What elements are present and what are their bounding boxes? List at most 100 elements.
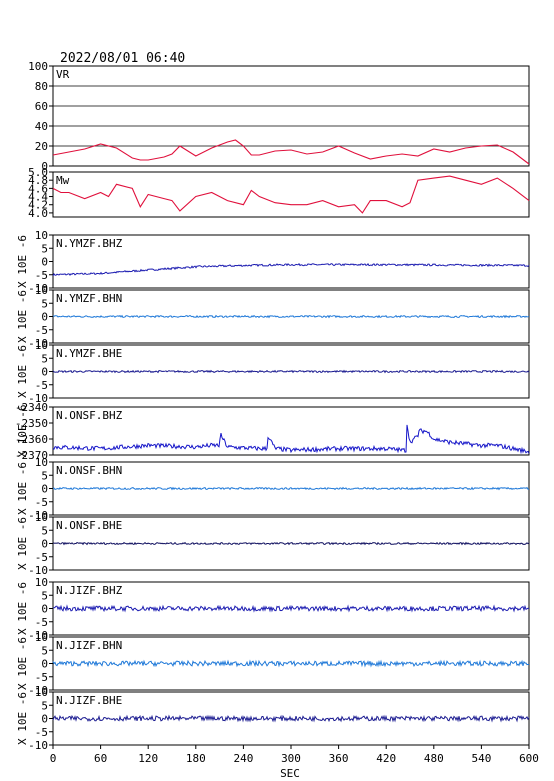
y-tick-label: 4.4 xyxy=(28,191,48,204)
y-tick-label: 60 xyxy=(35,100,48,113)
y-tick-label: 0 xyxy=(41,483,48,496)
series-line xyxy=(52,486,529,491)
panel-mw: 4.04.24.44.64.85.0 Mw xyxy=(28,166,530,220)
series-line xyxy=(52,175,530,214)
y-tick-label: 0 xyxy=(41,658,48,671)
series-line xyxy=(53,604,530,613)
x-tick-label: 240 xyxy=(233,752,253,765)
panel-title: N.JIZF.BHZ xyxy=(56,584,123,597)
panel-title: N.ONSF.BHE xyxy=(56,519,122,532)
series-line xyxy=(52,314,530,319)
y-tick-label: 10 xyxy=(35,229,48,242)
y-tick-label: 20 xyxy=(35,140,48,153)
series-line xyxy=(52,541,530,546)
y-tick-label: -10 xyxy=(28,337,48,350)
y-unit-label: X 10E -6 xyxy=(16,345,29,398)
y-tick-label: 5.0 xyxy=(28,166,48,179)
panel-title: N.YMZF.BHE xyxy=(56,347,122,360)
y-tick-label: -5 xyxy=(35,726,48,739)
y-tick-label: -5 xyxy=(35,551,48,564)
y-tick-label: -10 xyxy=(28,739,48,752)
y-tick-label: -5 xyxy=(35,379,48,392)
panel-frame xyxy=(52,234,530,289)
y-tick-label: 4.6 xyxy=(28,182,48,195)
x-tick-label: 600 xyxy=(519,752,539,765)
y-tick-label: 10 xyxy=(35,284,48,297)
panel-title: N.ONSF.BHN xyxy=(56,464,122,477)
panel-title: Mw xyxy=(56,174,70,187)
y-unit-label: X 10E -6 xyxy=(16,235,29,288)
y-unit-label: X 10E -6 xyxy=(16,517,29,570)
panel-title: N.JIZF.BHN xyxy=(56,639,122,652)
x-tick-label: 120 xyxy=(138,752,158,765)
panel-n-onsf-bhz: -2370 -2360 -2350 -2340 N.ONSF.BHZ X 10E -6 xyxy=(15,401,530,462)
y-tick-label: 5 xyxy=(41,699,48,712)
series-line xyxy=(52,369,530,374)
panel-vr: 0 20 40 60 80 100 VR xyxy=(28,60,530,173)
y-tick-label: 10 xyxy=(35,576,48,589)
panel-title: N.JIZF.BHE xyxy=(56,694,122,707)
panel-title: N.ONSF.BHZ xyxy=(56,409,123,422)
y-unit-label: X 10E -6 xyxy=(16,290,29,343)
y-tick-label: 10 xyxy=(35,339,48,352)
x-tick-label: 300 xyxy=(281,752,301,765)
y-unit-label: X 10E -6 xyxy=(16,692,29,745)
y-tick-label: -10 xyxy=(28,392,48,405)
y-tick-label: 10 xyxy=(35,631,48,644)
x-axis-label: SEC xyxy=(280,767,300,780)
y-tick-label: -10 xyxy=(28,282,48,295)
y-tick-label: 4.2 xyxy=(28,199,48,212)
y-tick-label: 0 xyxy=(41,713,48,726)
y-tick-label: 40 xyxy=(35,120,48,133)
x-tick-label: 60 xyxy=(94,752,107,765)
y-unit-label: X 10E -6 xyxy=(16,582,29,635)
panels: 020406080100VR4.04.24.44.64.85.0Mw-10-50… xyxy=(15,60,530,752)
panel-frame xyxy=(52,171,530,218)
y-tick-label: -5 xyxy=(35,324,48,337)
y-tick-label: 5 xyxy=(41,644,48,657)
x-tick-label: 360 xyxy=(329,752,349,765)
y-tick-label: 0 xyxy=(41,160,48,173)
y-tick-label: -2370 xyxy=(15,449,48,462)
y-tick-label: -10 xyxy=(28,509,48,522)
y-tick-label: -2350 xyxy=(15,417,48,430)
y-tick-label: 5 xyxy=(41,469,48,482)
y-tick-label: -5 xyxy=(35,616,48,629)
y-tick-label: -10 xyxy=(28,684,48,697)
y-tick-label: -2340 xyxy=(15,401,48,414)
y-tick-label: 10 xyxy=(35,456,48,469)
y-tick-label: -10 xyxy=(28,564,48,577)
x-tick-label: 480 xyxy=(424,752,444,765)
y-tick-label: -10 xyxy=(28,629,48,642)
x-tick-label: 0 xyxy=(50,752,57,765)
x-axis: 0 60 120 180 240 300 360 420 480 540 600 xyxy=(50,745,539,765)
x-tick-label: 180 xyxy=(186,752,206,765)
y-tick-label: 0 xyxy=(41,538,48,551)
y-tick-label: 0 xyxy=(41,311,48,324)
series-line xyxy=(52,424,530,455)
y-tick-label: 10 xyxy=(35,686,48,699)
y-tick-label: 100 xyxy=(28,60,48,73)
y-tick-label: 5 xyxy=(41,297,48,310)
timestamp-label: 2022/08/01 06:40 xyxy=(60,51,185,66)
panel-frame xyxy=(52,65,530,167)
y-tick-label: 5 xyxy=(41,524,48,537)
series-line xyxy=(52,263,530,276)
y-tick-label: 4.0 xyxy=(28,207,48,220)
y-unit-label: X 10E -6 xyxy=(16,637,29,690)
y-tick-label: 5 xyxy=(41,352,48,365)
panel-title: N.YMZF.BHZ xyxy=(56,237,123,250)
y-tick-label: 0 xyxy=(41,256,48,269)
panel-title: N.YMZF.BHN xyxy=(56,292,122,305)
series-line xyxy=(52,714,530,723)
y-tick-label: 5 xyxy=(41,589,48,602)
panel-frame xyxy=(52,406,530,456)
y-tick-label: -5 xyxy=(35,496,48,509)
